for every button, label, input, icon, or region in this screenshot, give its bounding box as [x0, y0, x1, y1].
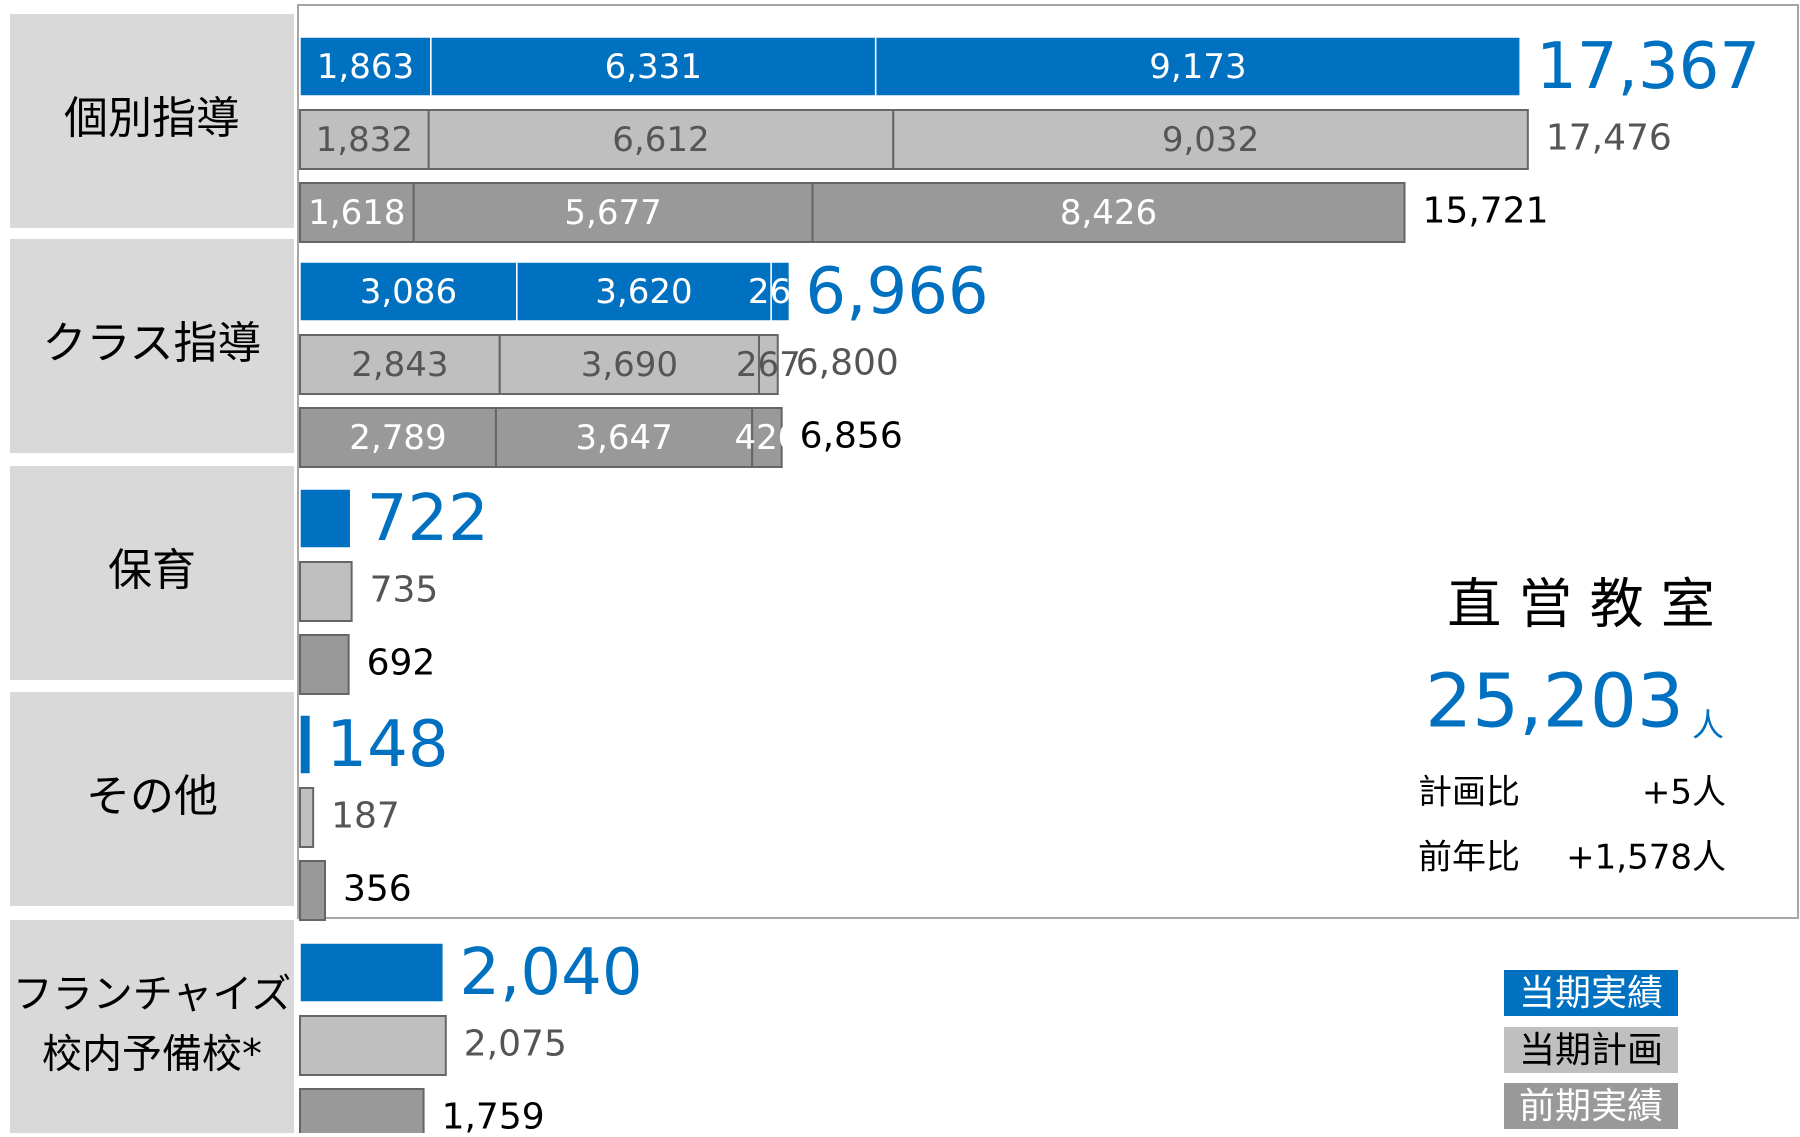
segment-label: 2,843 — [351, 345, 448, 385]
total-label: 6,800 — [796, 343, 899, 384]
bar-segment — [299, 488, 352, 549]
legend-swatch — [1504, 1083, 1678, 1129]
bar-segment — [299, 634, 350, 695]
category-box — [10, 466, 294, 680]
total-label: 17,367 — [1536, 30, 1760, 104]
total-label: 356 — [343, 869, 412, 910]
summary-total: 25,203 — [1425, 659, 1684, 745]
bar-segment — [299, 109, 430, 170]
segment-label: 3,690 — [581, 345, 678, 385]
total-label: 17,476 — [1546, 118, 1672, 159]
segment-label: 1,863 — [317, 47, 414, 87]
total-label: 15,721 — [1423, 191, 1549, 232]
segment-label: 1,618 — [308, 193, 405, 233]
bar-segment — [494, 407, 754, 468]
bar-segment — [770, 261, 791, 322]
segment-label: 9,032 — [1162, 120, 1259, 160]
segment-label: 2,789 — [349, 418, 446, 458]
frame — [297, 4, 1799, 919]
total-label: 722 — [367, 482, 489, 556]
category-label: 保育 — [108, 545, 196, 596]
total-label: 187 — [331, 796, 400, 837]
summary-value: +1,578人 — [1566, 838, 1726, 878]
total-label: 2,040 — [459, 936, 642, 1010]
segment-label: 420 — [734, 418, 799, 458]
total-label: 692 — [367, 643, 436, 684]
segment-label: 3,647 — [575, 418, 672, 458]
bar-segment — [299, 1015, 447, 1076]
bar-segment — [757, 334, 779, 395]
total-label: 2,075 — [464, 1024, 567, 1065]
bar-segment — [299, 407, 497, 468]
summary-value: +5人 — [1642, 773, 1726, 813]
bar-segment — [892, 109, 1529, 170]
summary-title: 直 営 教 室 — [1447, 573, 1715, 636]
bar-segment — [430, 36, 877, 97]
total-label: 6,856 — [800, 416, 903, 457]
segment-label: 9,173 — [1149, 47, 1246, 87]
legend-label: 当期計画 — [1519, 1030, 1663, 1071]
bar-segment — [299, 787, 315, 848]
bar-segment — [299, 182, 415, 243]
segment-label: 6,331 — [605, 47, 702, 87]
bar-segment — [299, 36, 432, 97]
bar-segment — [299, 1088, 425, 1137]
total-label: 6,966 — [805, 255, 988, 329]
category-label: 校内予備校* — [42, 1032, 262, 1078]
bar-segment — [299, 334, 501, 395]
legend-swatch — [1504, 1027, 1678, 1073]
bar-segment — [299, 714, 312, 775]
total-label: 148 — [326, 708, 448, 782]
category-label: その他 — [86, 771, 218, 822]
category-label: 個別指導 — [64, 93, 240, 144]
bar-segment — [299, 942, 445, 1003]
bar-segment — [516, 261, 772, 322]
legend-label: 前期実績 — [1519, 1086, 1663, 1127]
category-box — [10, 920, 294, 1133]
legend-label: 当期実績 — [1519, 973, 1663, 1014]
category-box — [10, 239, 294, 453]
bar-segment — [498, 334, 760, 395]
category-box — [10, 692, 294, 906]
category-label: クラス指導 — [42, 318, 261, 369]
bar-segment — [811, 182, 1406, 243]
bar-segment — [412, 182, 814, 243]
total-label: 1,759 — [442, 1097, 545, 1134]
legend-swatch — [1504, 970, 1678, 1016]
segment-label: 267 — [736, 345, 801, 385]
segment-label: 1,832 — [316, 120, 413, 160]
category-label: フランチャイズ — [13, 972, 291, 1018]
bar-segment — [751, 407, 783, 468]
bar-segment — [299, 860, 327, 921]
segment-label: 6,612 — [612, 120, 709, 160]
segment-label: 3,086 — [360, 272, 457, 312]
bar-segment — [299, 261, 518, 322]
bar-segment — [299, 561, 353, 622]
bar-segment — [427, 109, 895, 170]
category-box — [10, 14, 294, 228]
segment-label: 3,620 — [595, 272, 692, 312]
summary-label: 前年比 — [1418, 838, 1520, 878]
segment-label: 8,426 — [1060, 193, 1157, 233]
segment-label: 260 — [748, 272, 813, 312]
summary-unit: 人 — [1692, 706, 1724, 744]
bar-segment — [874, 36, 1521, 97]
total-label: 735 — [370, 570, 439, 611]
segment-label: 5,677 — [564, 193, 661, 233]
summary-label: 計画比 — [1418, 773, 1520, 813]
